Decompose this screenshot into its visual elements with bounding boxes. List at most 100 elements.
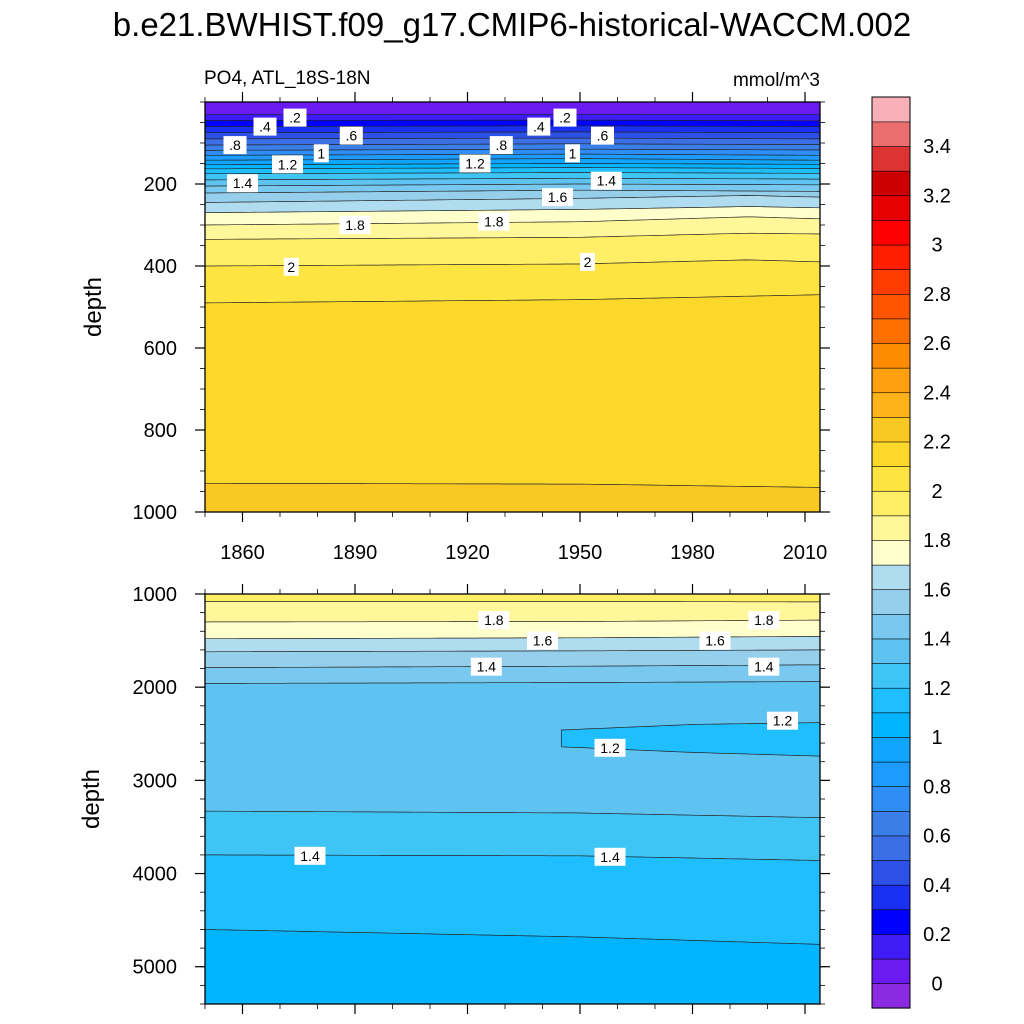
contour-label-text: 1.8 [754, 612, 774, 628]
colorbar-swatch [871, 466, 911, 492]
contour-label-text: 1.6 [548, 189, 568, 205]
contour-label-text: 1.4 [597, 173, 617, 189]
colorbar-swatch [871, 958, 911, 984]
contour-label-text: 1.2 [278, 156, 298, 172]
y-tick-label: 5000 [133, 957, 178, 979]
lower-panel: 1.8 1.8 1.6 1.6 1.4 1.4 1.2 1.2 1.4 1.4 1000 2000 3… [78, 584, 830, 1014]
contour-label-text: 1.8 [484, 214, 504, 230]
contour-label-text: 1.2 [465, 156, 485, 172]
lower-contour-labels: 1.8 1.8 1.6 1.6 1.4 1.4 1.2 1.2 1.4 1.4 [294, 611, 798, 866]
x-tick-label: 2010 [783, 542, 828, 564]
contour-label: .2 [283, 108, 307, 127]
colorbar-label: 2.8 [923, 284, 951, 306]
contour-label: .8 [489, 136, 513, 155]
contour-label: .4 [253, 117, 277, 136]
contour-label: 1.4 [470, 657, 502, 676]
contour-label-text: .2 [559, 110, 571, 126]
contour-label: .8 [223, 136, 247, 155]
contour-line [205, 119, 820, 122]
contour-label-text: 1.4 [477, 659, 497, 675]
colorbar-swatch [871, 933, 911, 960]
contour-line [205, 216, 820, 226]
contour-label: 2 [283, 257, 299, 276]
contour-label-text: 1.8 [484, 612, 504, 628]
colorbar-swatch [871, 687, 911, 714]
contour-label-text: 1.2 [773, 713, 793, 729]
contour-label-text: .4 [533, 119, 545, 135]
contour-label: 1.6 [699, 631, 731, 650]
colorbar-swatch [871, 145, 911, 172]
lower-y-axis-title: depth [78, 769, 105, 829]
colorbar-label: 0.2 [923, 924, 951, 946]
contour-band [205, 483, 820, 512]
contour-line [205, 189, 820, 194]
contour-label: .6 [339, 126, 363, 145]
colorbar-swatch [871, 884, 911, 911]
colorbar-swatch [871, 219, 911, 246]
contour-label-text: 2 [584, 254, 592, 270]
y-tick-label: 200 [144, 174, 177, 196]
colorbar-swatch [871, 293, 911, 320]
contour-label-text: .6 [597, 128, 609, 144]
upper-contour-lines [205, 113, 820, 488]
contour-line [205, 232, 820, 240]
colorbar-label: 2.2 [923, 432, 951, 454]
contour-label-text: 1.4 [754, 659, 774, 675]
colorbar-swatch [871, 121, 911, 147]
colorbar-label: 1.6 [923, 579, 951, 601]
variable-label: PO4, ATL_18S-18N [204, 68, 371, 89]
contour-label-text: .8 [229, 137, 241, 153]
contour-line [205, 619, 820, 623]
contour-label: 1.2 [459, 154, 491, 173]
upper-y-axis-title: depth [80, 277, 107, 337]
contour-label-text: 1.2 [600, 740, 620, 756]
x-tick-label: 1890 [333, 542, 378, 564]
colorbar-swatch [871, 835, 911, 861]
colorbar-swatch [871, 564, 911, 591]
contour-label: 1 [565, 144, 580, 163]
contour-line [205, 649, 820, 653]
colorbar-label: 3.4 [923, 136, 951, 158]
contour-label: 1.4 [590, 171, 622, 190]
contour-label-text: 1.4 [300, 848, 320, 864]
colorbar-label: 0.8 [923, 776, 951, 798]
colorbar-swatch [871, 441, 911, 467]
contour-label-text: 1.6 [705, 633, 725, 649]
colorbar-swatch [871, 712, 911, 738]
lower-contour-lines [205, 601, 820, 945]
contour-label: .2 [553, 108, 577, 127]
contour-line [205, 810, 820, 818]
contour-label: 1.6 [527, 631, 558, 650]
contour-label: .4 [527, 117, 551, 136]
colorbar-swatch [871, 416, 911, 443]
y-tick-label: 3000 [133, 770, 178, 792]
contour-band [205, 929, 820, 1004]
colorbar-swatch [871, 613, 911, 640]
colorbar-frame [871, 96, 911, 1009]
y-tick-label: 4000 [133, 864, 178, 886]
contour-label-text: 1.4 [600, 849, 620, 865]
colorbar-swatch [871, 195, 911, 221]
contour-label: 1.2 [767, 711, 798, 730]
colorbar-swatch [871, 589, 911, 615]
contour-line [205, 259, 820, 267]
contour-line [205, 482, 820, 488]
y-tick-label: 2000 [133, 677, 178, 699]
colorbar-swatch [871, 909, 911, 935]
contour-pocket [560, 722, 820, 757]
colorbar-label: 0.4 [923, 875, 951, 897]
colorbar-label: 1.2 [923, 678, 951, 700]
y-tick-label: 600 [144, 338, 177, 360]
colorbar-label: 1.4 [923, 629, 951, 651]
contour-label-text: 1.4 [233, 175, 253, 191]
colorbar-label: 3.2 [923, 186, 951, 208]
chart-title: b.e21.BWHIST.f09_g17.CMIP6-historical-WA… [112, 6, 912, 43]
colorbar-label: 2.4 [923, 383, 951, 405]
colorbar-swatch [871, 269, 911, 295]
x-tick-label: 1980 [670, 542, 715, 564]
contour-line [205, 172, 820, 175]
upper-x-axis: 1860 1890 1920 1950 1980 2010 [204, 92, 828, 564]
colorbar-swatch [871, 786, 911, 812]
colorbar-swatch [871, 490, 911, 517]
